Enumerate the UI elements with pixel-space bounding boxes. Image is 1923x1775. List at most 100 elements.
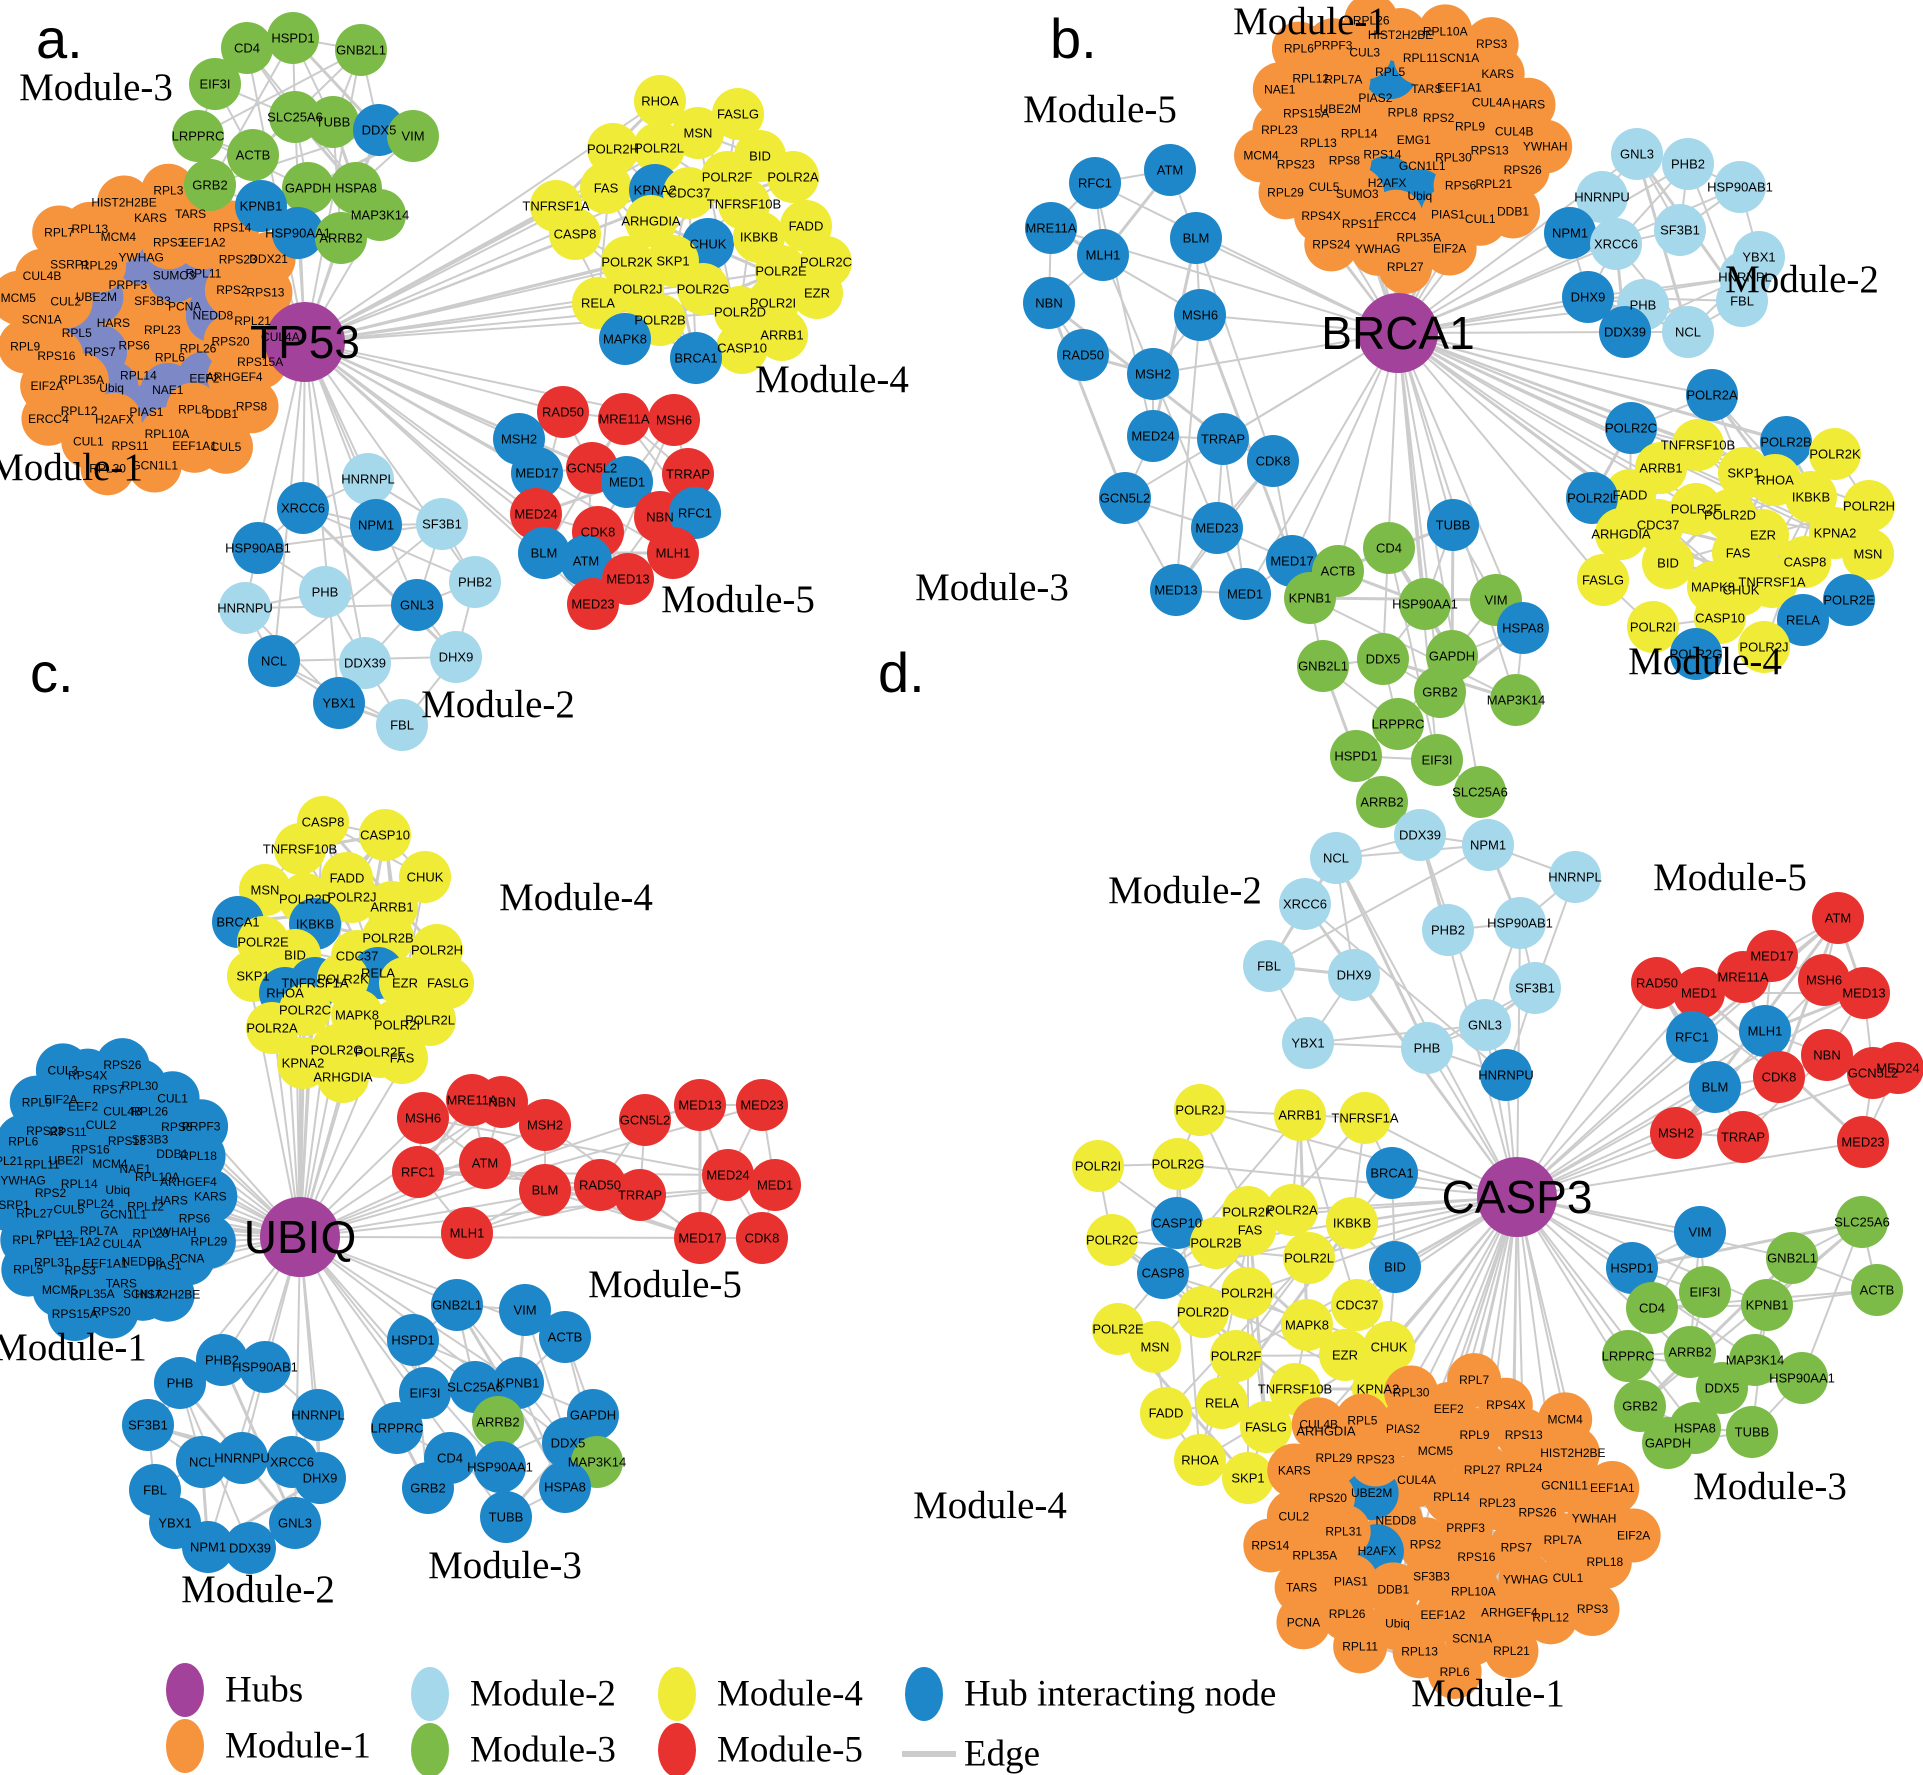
node-CD4[interactable] <box>221 22 273 74</box>
node-PHB[interactable] <box>1401 1022 1453 1074</box>
node-RPL21[interactable] <box>1484 1624 1539 1679</box>
node-TNFRSF10B[interactable] <box>274 823 326 875</box>
node-TRRAP[interactable] <box>614 1169 666 1221</box>
node-MLH1[interactable] <box>1077 229 1129 281</box>
node-FBL[interactable] <box>376 699 428 751</box>
node-EIF2A[interactable] <box>1422 221 1477 276</box>
node-EIF2A[interactable] <box>1606 1508 1661 1563</box>
node-CDK8[interactable] <box>736 1212 788 1264</box>
node-MED23[interactable] <box>1191 502 1243 554</box>
node-HSPD1[interactable] <box>1606 1242 1658 1294</box>
node-MED17[interactable] <box>511 447 563 499</box>
node-RPL12[interactable] <box>1523 1590 1578 1645</box>
node-DDX5[interactable] <box>1696 1362 1748 1414</box>
node-RPL6[interactable] <box>1427 1644 1482 1699</box>
node-SSRP1[interactable] <box>0 1177 38 1232</box>
node-GNB2L1[interactable] <box>1297 640 1349 692</box>
node-BRCA1[interactable] <box>670 332 722 384</box>
node-PHB2[interactable] <box>196 1334 248 1386</box>
node-RHOA[interactable] <box>1174 1434 1226 1486</box>
node-ARRB2[interactable] <box>315 212 367 264</box>
node-BID[interactable] <box>1369 1241 1421 1293</box>
hub-node-TP53[interactable] <box>265 302 345 382</box>
hub-node-BRCA1[interactable] <box>1358 293 1438 373</box>
node-CHUK[interactable] <box>1363 1321 1415 1373</box>
node-MED17[interactable] <box>674 1212 726 1264</box>
node-HNRNPU[interactable] <box>1480 1049 1532 1101</box>
node-POLR2I[interactable] <box>1072 1140 1124 1192</box>
node-DDX39[interactable] <box>1599 306 1651 358</box>
node-RPL5[interactable] <box>1 1242 56 1297</box>
node-RHOA[interactable] <box>634 75 686 127</box>
node-GCN1L1[interactable] <box>127 438 182 493</box>
node-KPNB1[interactable] <box>1741 1279 1793 1331</box>
node-NPM1[interactable] <box>350 499 402 551</box>
node-HSP90AA1[interactable] <box>272 207 324 259</box>
node-RPS15A[interactable] <box>47 1287 102 1342</box>
node-MED23[interactable] <box>567 578 619 630</box>
node-FBL[interactable] <box>1243 940 1295 992</box>
node-BRCA1[interactable] <box>1366 1147 1418 1199</box>
node-RPL7[interactable] <box>1447 1353 1502 1408</box>
node-TUBB[interactable] <box>1726 1406 1778 1458</box>
node-RAD50[interactable] <box>574 1159 626 1211</box>
node-SLC25A6[interactable] <box>269 91 321 143</box>
node-MSN[interactable] <box>1842 528 1894 580</box>
node-HNRNPU[interactable] <box>219 582 271 634</box>
node-RPL26[interactable] <box>1344 0 1399 48</box>
node-MSH6[interactable] <box>397 1092 449 1144</box>
node-ARRB1[interactable] <box>1274 1089 1326 1141</box>
node-CASP8[interactable] <box>549 208 601 260</box>
node-BLM[interactable] <box>1170 212 1222 264</box>
node-SF3B1[interactable] <box>122 1399 174 1451</box>
node-RFC1[interactable] <box>392 1146 444 1198</box>
node-PCNA[interactable] <box>1276 1595 1331 1650</box>
node-POLR2A[interactable] <box>246 1002 298 1054</box>
node-KPNB1[interactable] <box>235 180 287 232</box>
node-MSH2[interactable] <box>1650 1107 1702 1159</box>
node-DDX39[interactable] <box>1394 809 1446 861</box>
node-NPM1[interactable] <box>182 1521 234 1573</box>
node-TNFRSF1A[interactable] <box>1746 556 1798 608</box>
node-POLR2K[interactable] <box>1809 428 1861 480</box>
node-TRRAP[interactable] <box>1717 1111 1769 1163</box>
node-MAPK8[interactable] <box>599 313 651 365</box>
node-MED24[interactable] <box>1872 1042 1923 1094</box>
node-MSH6[interactable] <box>648 394 700 446</box>
node-TUBB[interactable] <box>480 1491 532 1543</box>
node-IKBKB[interactable] <box>1326 1197 1378 1249</box>
node-XRCC6[interactable] <box>277 482 329 534</box>
node-RFC1[interactable] <box>1069 157 1121 209</box>
node-MED1[interactable] <box>749 1159 801 1211</box>
node-RFC1[interactable] <box>669 487 721 539</box>
node-HSP90AB1[interactable] <box>1494 897 1546 949</box>
node-POLR2C[interactable] <box>1605 402 1657 454</box>
node-MED24[interactable] <box>1127 410 1179 462</box>
node-MRE11A[interactable] <box>1025 202 1077 254</box>
node-TUBB[interactable] <box>307 96 359 148</box>
node-RPL21[interactable] <box>0 1134 32 1189</box>
node-RPL30[interactable] <box>1384 1365 1439 1420</box>
node-POLR2I[interactable] <box>1627 601 1679 653</box>
node-NCL[interactable] <box>1310 832 1362 884</box>
node-ATM[interactable] <box>1144 144 1196 196</box>
node-MLH1[interactable] <box>441 1207 493 1259</box>
node-GRB2[interactable] <box>402 1462 454 1514</box>
node-FAS[interactable] <box>580 162 632 214</box>
node-CUL4B[interactable] <box>1291 1397 1346 1452</box>
node-SLC25A6[interactable] <box>1836 1196 1888 1248</box>
node-MED1[interactable] <box>1219 568 1271 620</box>
node-EIF3I[interactable] <box>189 58 241 110</box>
node-POLR2L[interactable] <box>404 994 456 1046</box>
node-MED24[interactable] <box>510 488 562 540</box>
node-MCM4[interactable] <box>1538 1392 1593 1447</box>
node-SKP1[interactable] <box>1222 1452 1274 1504</box>
node-POLR2C[interactable] <box>1086 1214 1138 1266</box>
node-LRPPRC[interactable] <box>371 1402 423 1454</box>
node-MAP3K14[interactable] <box>1490 674 1542 726</box>
node-XRCC6[interactable] <box>1590 218 1642 270</box>
node-PHB2[interactable] <box>1662 138 1714 190</box>
node-GNL3[interactable] <box>269 1497 321 1549</box>
node-RPS24[interactable] <box>1304 217 1359 272</box>
node-PHB2[interactable] <box>449 556 501 608</box>
